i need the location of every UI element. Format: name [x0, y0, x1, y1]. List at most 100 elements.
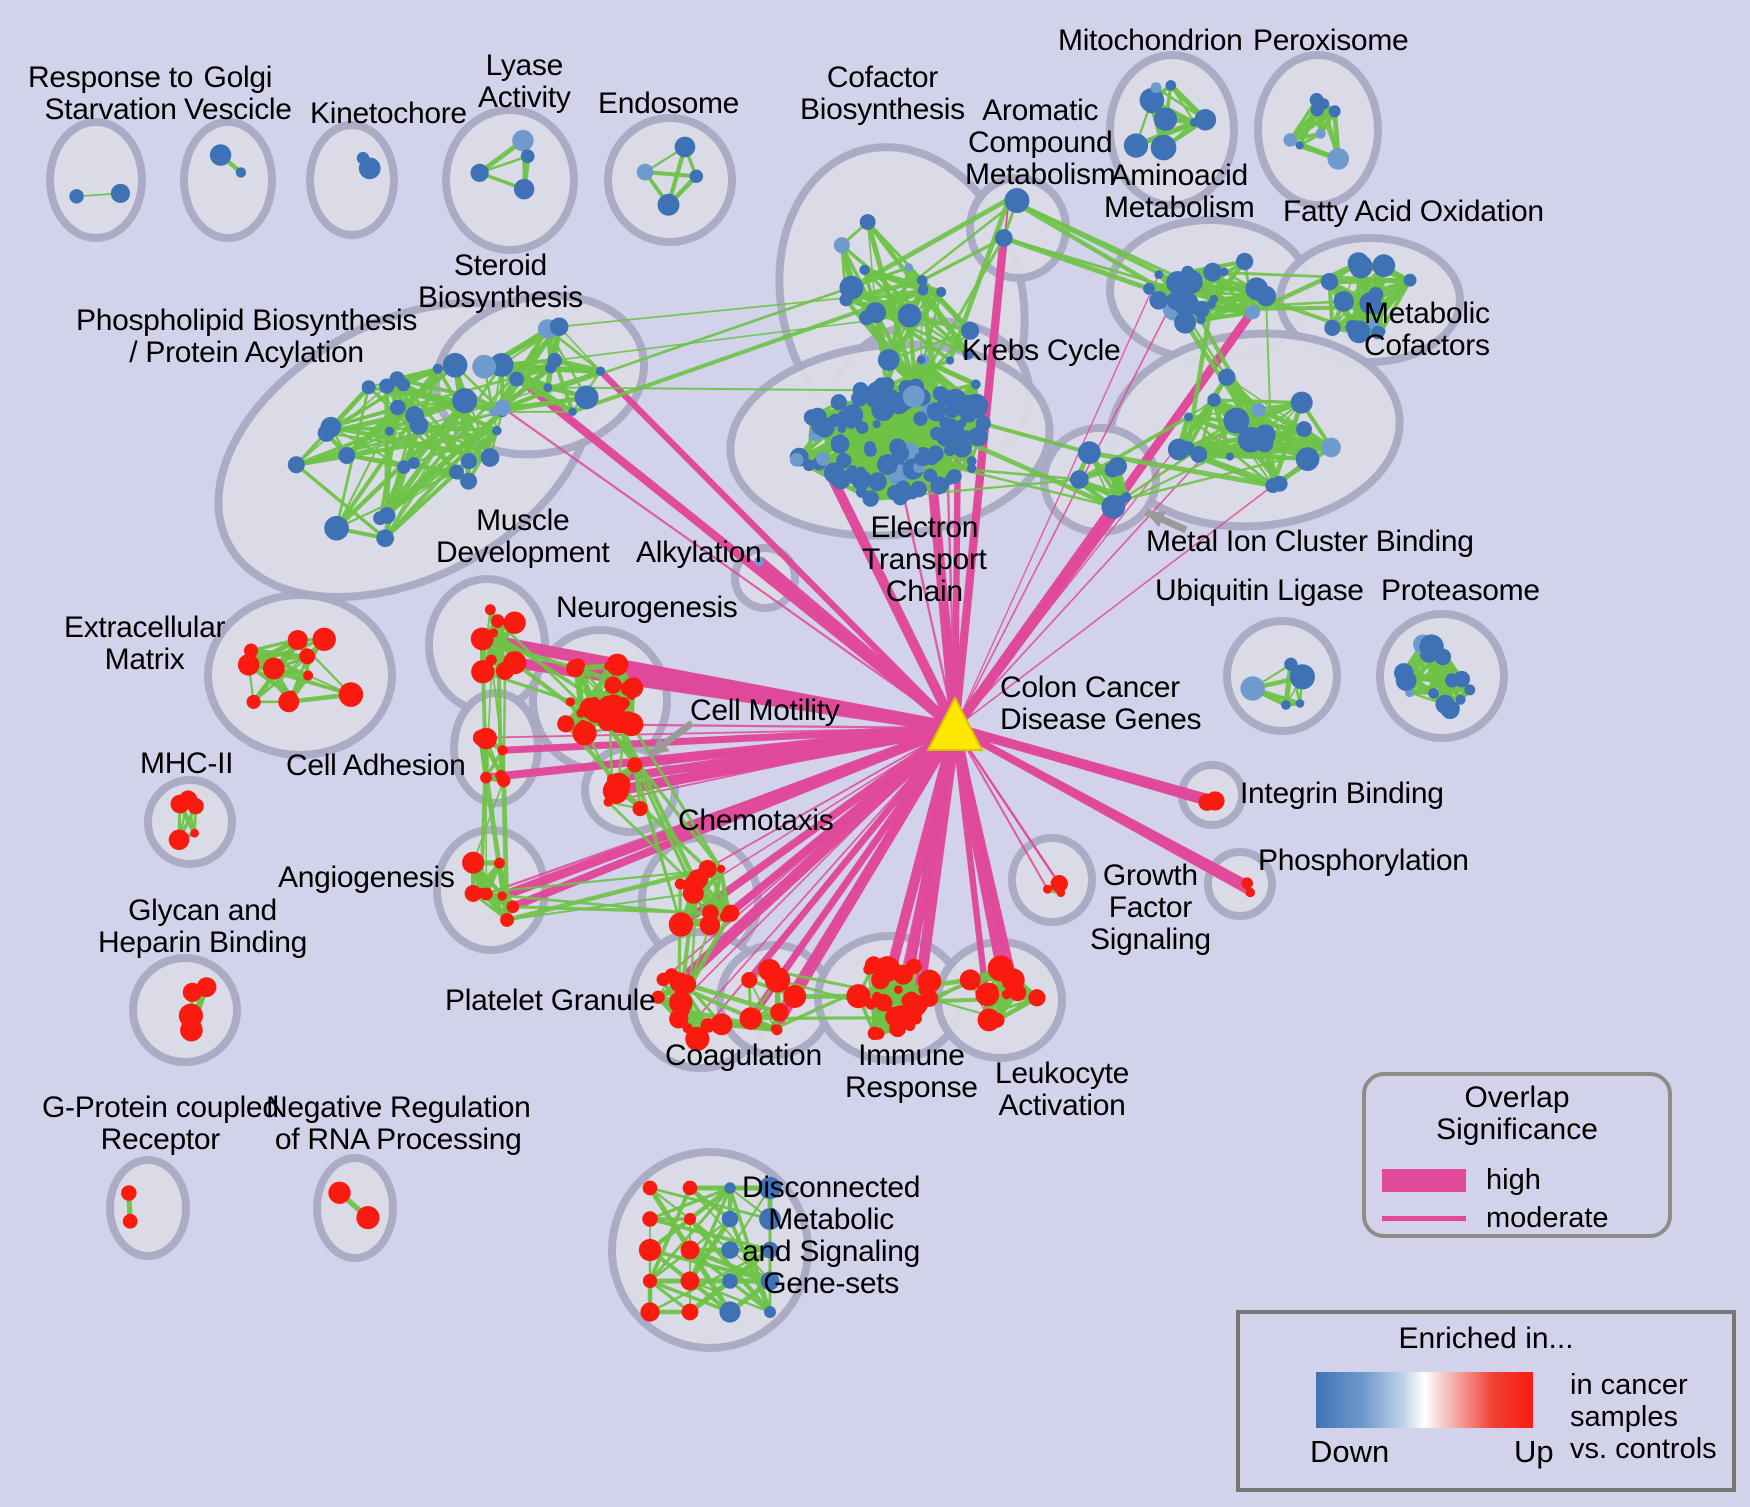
gene-set-node — [721, 1241, 739, 1259]
gene-set-node — [1043, 884, 1053, 894]
pointer-arrow-icon — [1144, 508, 1188, 534]
gene-set-node — [1154, 270, 1164, 280]
gene-set-node — [1376, 327, 1386, 336]
gene-set-node — [1194, 108, 1217, 131]
gene-set-node — [1143, 282, 1156, 295]
gene-set-node — [1069, 474, 1080, 485]
gene-set-node — [846, 984, 871, 1009]
gene-set-node — [1050, 875, 1068, 893]
gene-set-node — [914, 451, 929, 467]
gene-set-node — [373, 511, 388, 526]
gene-set-node — [699, 914, 721, 936]
gene-set-node — [904, 309, 918, 324]
gene-set-node — [1345, 319, 1360, 335]
gene-set-node — [278, 691, 300, 713]
gene-set-node — [1283, 133, 1297, 147]
gene-set-node — [893, 964, 914, 985]
gene-set-node — [681, 1303, 699, 1321]
gene-set-node — [572, 721, 597, 746]
gene-set-node — [209, 144, 232, 166]
disease-gene-edge — [598, 368, 958, 731]
high-overlap-label: high — [1486, 1164, 1541, 1196]
gene-set-node — [1223, 407, 1250, 434]
gene-set-node — [760, 1271, 780, 1291]
gene-set-node — [1295, 699, 1305, 708]
gene-set-node — [470, 627, 494, 651]
disease-gene-edge — [679, 727, 956, 885]
gene-set-node — [1240, 676, 1265, 701]
gene-set-node — [642, 1273, 658, 1289]
gene-set-node — [566, 659, 585, 678]
gene-set-node — [926, 403, 939, 416]
gene-set-node — [855, 486, 868, 498]
gene-set-node — [574, 385, 599, 410]
gene-set-node — [848, 464, 857, 474]
gene-set-node — [627, 757, 643, 773]
gene-set-node — [908, 490, 918, 500]
gene-set-node — [1001, 968, 1025, 992]
enrichment-legend: Enriched in... Down Up in cancer samples v… — [1236, 1310, 1736, 1492]
gene-set-node — [761, 1241, 779, 1259]
gene-set-node — [758, 1176, 782, 1200]
cluster-nodes — [69, 80, 1476, 1323]
gene-set-node — [674, 136, 696, 158]
gene-set-node — [1235, 252, 1254, 271]
gene-set-node — [913, 411, 928, 426]
gene-set-node — [716, 864, 726, 874]
cluster-endosome — [604, 114, 736, 246]
gene-set-node — [243, 643, 259, 658]
gene-set-node — [549, 317, 569, 336]
gene-set-node — [620, 680, 636, 696]
gene-set-node — [642, 1180, 658, 1196]
gene-set-node — [1453, 670, 1471, 688]
gene-set-node — [1104, 461, 1121, 478]
moderate-overlap-swatch — [1382, 1216, 1466, 1221]
disease-gene-edge — [481, 633, 957, 734]
disease-gene-edge — [950, 237, 1008, 729]
gene-set-node — [495, 661, 515, 680]
gene-set-node — [1435, 694, 1455, 715]
disease-gene-edge — [511, 724, 957, 911]
gene-set-node — [839, 293, 853, 307]
gene-set-node — [959, 969, 981, 991]
gene-set-node — [945, 473, 957, 485]
gene-set-node — [472, 729, 489, 746]
gene-set-node — [739, 1007, 763, 1030]
gene-set-node — [803, 409, 821, 426]
gene-set-node — [1315, 128, 1326, 139]
gene-set-node — [595, 366, 606, 376]
gene-set-node — [721, 1210, 739, 1228]
gene-set-node — [1333, 291, 1355, 312]
gene-set-node — [1290, 391, 1313, 414]
gene-set-node — [770, 1003, 789, 1022]
gene-set-node — [865, 998, 877, 1010]
gene-set-node — [893, 985, 903, 995]
gene-set-node — [480, 448, 500, 467]
gene-set-node — [432, 363, 443, 374]
gene-set-node — [1150, 134, 1177, 161]
gene-set-node — [789, 452, 804, 467]
gene-set-node — [493, 857, 505, 869]
gene-set-node — [1123, 133, 1149, 158]
gene-set-node — [828, 413, 842, 427]
gene-set-node — [722, 1273, 738, 1289]
gene-set-node — [1196, 315, 1206, 325]
gene-set-node — [324, 515, 349, 541]
gene-set-node — [1181, 265, 1195, 279]
gene-set-node — [1153, 107, 1178, 131]
gene-set-node — [823, 462, 845, 484]
gene-set-node — [460, 453, 478, 470]
gene-set-node — [468, 393, 477, 402]
gene-set-node — [397, 460, 411, 474]
gene-set-node — [604, 676, 622, 694]
gene-set-node — [376, 529, 394, 548]
cluster-response-to-starvation — [46, 118, 146, 242]
gene-set-node — [664, 968, 679, 983]
gene-set-node — [69, 189, 84, 204]
gene-set-node — [338, 447, 356, 464]
gene-set-node — [975, 982, 1000, 1007]
gene-set-node — [1207, 393, 1221, 407]
gene-set-node — [640, 1302, 660, 1322]
gene-set-node — [1190, 446, 1208, 463]
